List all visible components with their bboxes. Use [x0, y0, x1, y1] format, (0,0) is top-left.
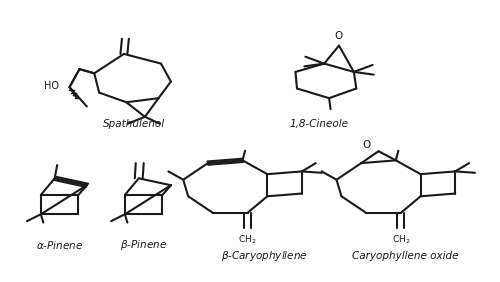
Text: $\beta$-Pinene: $\beta$-Pinene: [120, 238, 167, 252]
Text: O: O: [335, 32, 343, 41]
Text: $\beta$-Caryophyllene: $\beta$-Caryophyllene: [222, 249, 308, 263]
Text: Spathulenol: Spathulenol: [102, 119, 165, 129]
Text: Caryophyllene oxide: Caryophyllene oxide: [352, 251, 459, 261]
Text: CH$_2$: CH$_2$: [392, 233, 410, 246]
Text: CH$_2$: CH$_2$: [238, 233, 257, 246]
Text: HO: HO: [44, 81, 59, 91]
Text: $\alpha$-Pinene: $\alpha$-Pinene: [36, 239, 83, 251]
Text: 1,8-Cineole: 1,8-Cineole: [290, 119, 348, 129]
Text: O: O: [362, 140, 370, 150]
